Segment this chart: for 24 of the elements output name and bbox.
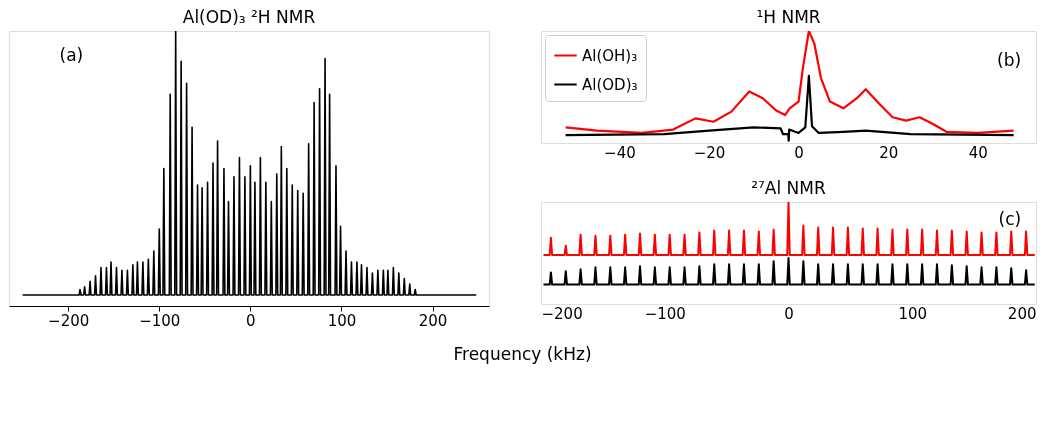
x-tick-label: 200: [1007, 304, 1037, 323]
x-tick-label: 0: [784, 304, 794, 323]
legend-label: Al(OH)₃: [582, 46, 638, 65]
x-tick-label: −100: [644, 304, 686, 323]
x-axis-title: Frequency (kHz): [453, 343, 592, 364]
annotation: (b): [997, 50, 1022, 71]
annotation: (a): [59, 44, 84, 65]
x-tick-label: −20: [693, 143, 726, 162]
x-tick-label: −100: [139, 311, 181, 330]
chart-title: ¹H NMR: [756, 7, 821, 27]
annotation: (c): [998, 209, 1022, 230]
x-tick-label: 100: [898, 304, 928, 323]
x-tick-label: −200: [541, 304, 583, 323]
chart-title: Al(OD)₃ ²H NMR: [182, 7, 316, 27]
x-tick-label: 0: [246, 311, 256, 330]
x-tick-label: 0: [794, 143, 804, 162]
x-tick-label: 20: [879, 143, 899, 162]
x-tick-label: 100: [327, 311, 357, 330]
x-tick-label: 40: [968, 143, 988, 162]
x-tick-label: 200: [418, 311, 448, 330]
x-tick-label: −40: [604, 143, 636, 162]
chart-title: ²⁷Al NMR: [751, 178, 826, 198]
x-tick-label: −200: [48, 311, 90, 330]
legend-label: Al(OD)₃: [582, 75, 638, 94]
